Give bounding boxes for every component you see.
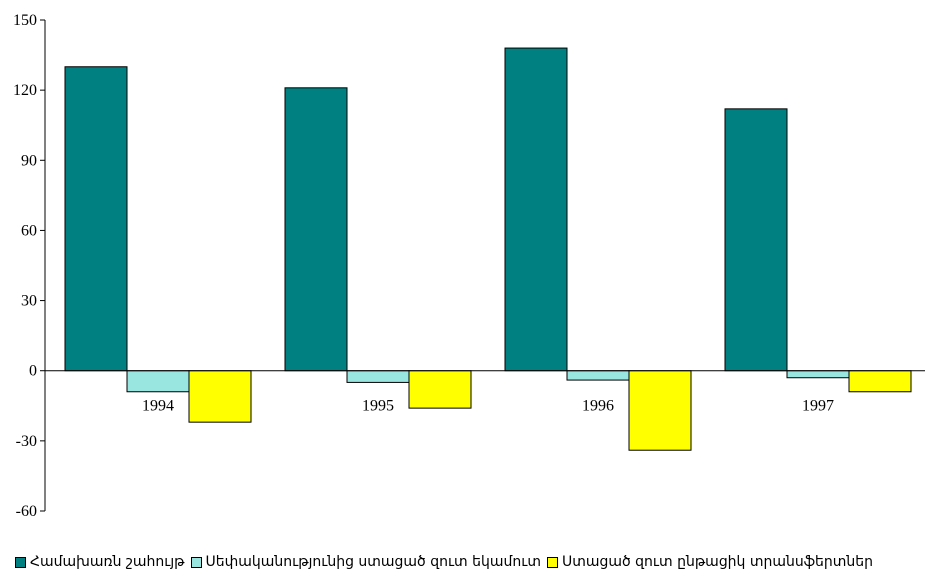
x-category-label: 1996 [582,398,614,415]
legend-label-gross-profit: Համախառն շահույթ [30,554,185,570]
x-category-label: 1995 [362,398,394,415]
legend: Համախառն շահույթ Սեփականությունից ստացած… [15,553,873,571]
legend-label-current-transfers: Ստացած զուտ ընթացիկ տրանսֆերտներ [561,554,874,570]
y-tick-label: 0 [29,363,37,380]
y-tick-label: 30 [21,293,37,310]
bar [724,108,788,372]
legend-swatch-property-income [190,556,202,568]
chart: 150 120 90 60 30 0 -30 -60 1994 1995 1996 1997 [13,12,925,520]
bar [126,370,190,393]
y-tick-label: -60 [16,503,37,520]
y-tick-label: 120 [13,82,37,99]
x-category-label: 1997 [802,398,834,415]
y-tick-label: -30 [16,433,37,450]
legend-item-gross-profit: Համախառն շահույթ [15,554,185,570]
y-tick-label: 150 [13,12,37,29]
bar [64,66,128,372]
legend-item-property-income: Սեփականությունից ստացած զուտ եկամուտ [190,554,541,570]
bar [628,370,692,451]
bar [188,370,252,423]
bar [284,87,348,372]
bar [786,370,850,379]
legend-swatch-gross-profit [15,556,26,568]
legend-label-property-income: Սեփականությունից ստացած զուտ եկամուտ [205,554,541,570]
y-tick-label: 90 [21,152,37,169]
bar [504,47,568,372]
bar [408,370,472,409]
legend-swatch-current-transfers [546,556,558,568]
y-tick-label: 60 [21,222,37,239]
bar [848,370,912,393]
x-category-label: 1994 [142,398,174,415]
bar [566,370,630,381]
legend-item-current-transfers: Ստացած զուտ ընթացիկ տրանսֆերտներ [546,554,874,570]
bar [346,370,410,383]
